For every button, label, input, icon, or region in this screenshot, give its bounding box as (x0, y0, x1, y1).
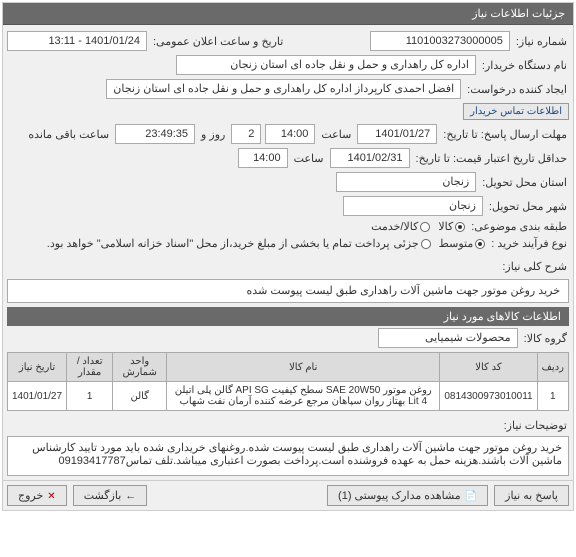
radio-dot-icon (421, 239, 431, 249)
city-label: شهر محل تحویل: (487, 200, 569, 213)
purchase-type-label: نوع فرآیند خرید : (489, 237, 569, 250)
need-details-panel: جزئیات اطلاعات نیاز شماره نیاز: 11010032… (2, 2, 574, 511)
radio-dot-icon (420, 222, 430, 232)
back-button[interactable]: بازگشت (73, 485, 148, 506)
buyer-value: اداره کل راهداری و حمل و نقل جاده ای است… (176, 55, 476, 75)
radio-medium[interactable]: متوسط (439, 237, 486, 250)
valid-label: حداقل تاریخ اعتبار قیمت: تا تاریخ: (414, 152, 569, 165)
cell-unit: گالن (113, 382, 167, 411)
province-label: استان محل تحویل: (480, 176, 569, 189)
deadline-time: 14:00 (265, 124, 315, 144)
payment-note: پرداخت تمام یا بخشی از مبلغ خرید،از محل … (47, 237, 390, 250)
radio-service[interactable]: کالا/خدمت (371, 220, 430, 233)
days-label: روز و (199, 128, 227, 141)
creator-value: افضل احمدی کارپرداز اداره کل راهداری و ح… (106, 79, 461, 99)
city-value: زنجان (343, 196, 483, 216)
radio-goods[interactable]: کالا (438, 220, 465, 233)
need-no-value: 1101003273000005 (370, 31, 510, 51)
close-icon (47, 490, 55, 502)
valid-time: 14:00 (238, 148, 288, 168)
announce-label: تاریخ و ساعت اعلان عمومی: (151, 35, 285, 48)
remain-label: ساعت باقی مانده (26, 128, 111, 141)
cell-code: 0814300973010011 (440, 382, 537, 411)
announce-value: 1401/01/24 - 13:11 (7, 31, 147, 51)
valid-time-label: ساعت (292, 152, 326, 165)
col-unit: واحد شمارش (113, 353, 167, 382)
col-qty: تعداد / مقدار (67, 353, 113, 382)
col-name: نام کالا (167, 353, 440, 382)
radio-medium-label: متوسط (439, 237, 474, 250)
summary-text: خرید روغن موتور جهت ماشین آلات راهداری ط… (7, 279, 569, 303)
respond-button[interactable]: پاسخ به نیاز (494, 485, 569, 506)
cell-name: روغن موتور SAE 20W50 سطح کیفیت API SG گا… (167, 382, 440, 411)
radio-small-label: جزئی (394, 237, 419, 250)
remarks-label: توضیحات نیاز: (502, 419, 569, 432)
contact-buyer-button[interactable]: اطلاعات تماس خریدار (463, 103, 569, 120)
radio-dot-icon (475, 239, 485, 249)
attachments-label: مشاهده مدارک پیوستی (1) (338, 489, 461, 502)
days-count: 2 (231, 124, 261, 144)
table-header-row: ردیف کد کالا نام کالا واحد شمارش تعداد /… (8, 353, 569, 382)
purchase-type-group: متوسط جزئی (394, 237, 486, 250)
summary-label: شرح کلی نیاز: (500, 260, 569, 273)
radio-service-label: کالا/خدمت (371, 220, 418, 233)
deadline-date: 1401/01/27 (357, 124, 437, 144)
radio-dot-icon (455, 222, 465, 232)
document-icon (465, 490, 477, 502)
exit-button[interactable]: خروج (7, 485, 67, 506)
remain-time: 23:49:35 (115, 124, 195, 144)
group-label: گروه کالا: (522, 332, 569, 345)
attachments-button[interactable]: مشاهده مدارک پیوستی (1) (327, 485, 488, 506)
items-table: ردیف کد کالا نام کالا واحد شمارش تعداد /… (7, 352, 569, 411)
category-radio-group: کالا کالا/خدمت (371, 220, 465, 233)
cell-qty: 1 (67, 382, 113, 411)
exit-label: خروج (18, 489, 43, 502)
panel-title: جزئیات اطلاعات نیاز (3, 3, 573, 25)
group-value: محصولات شیمیایی (378, 328, 518, 348)
cell-row: 1 (537, 382, 568, 411)
category-label: طبقه بندی موضوعی: (469, 220, 569, 233)
col-row: ردیف (537, 353, 568, 382)
remarks-text: خرید روغن موتور جهت ماشین آلات راهداری ط… (7, 436, 569, 476)
col-date: تاریخ نیاز (8, 353, 67, 382)
bottom-bar: پاسخ به نیاز مشاهده مدارک پیوستی (1) باز… (3, 480, 573, 510)
buyer-label: نام دستگاه خریدار: (480, 59, 569, 72)
need-no-label: شماره نیاز: (514, 35, 569, 48)
back-icon (125, 490, 136, 502)
items-subheader: اطلاعات کالاهای مورد نیاز (7, 307, 569, 326)
panel-body: شماره نیاز: 1101003273000005 تاریخ و ساع… (3, 25, 573, 480)
creator-label: ایجاد کننده درخواست: (465, 83, 569, 96)
radio-small[interactable]: جزئی (394, 237, 431, 250)
respond-label: پاسخ به نیاز (505, 489, 558, 502)
back-label: بازگشت (84, 489, 122, 502)
col-code: کد کالا (440, 353, 537, 382)
radio-goods-label: کالا (438, 220, 453, 233)
valid-date: 1401/02/31 (330, 148, 410, 168)
deadline-label: مهلت ارسال پاسخ: تا تاریخ: (441, 128, 569, 141)
cell-date: 1401/01/27 (8, 382, 67, 411)
province-value: زنجان (336, 172, 476, 192)
deadline-time-label: ساعت (319, 128, 353, 141)
table-row: 1 0814300973010011 روغن موتور SAE 20W50 … (8, 382, 569, 411)
